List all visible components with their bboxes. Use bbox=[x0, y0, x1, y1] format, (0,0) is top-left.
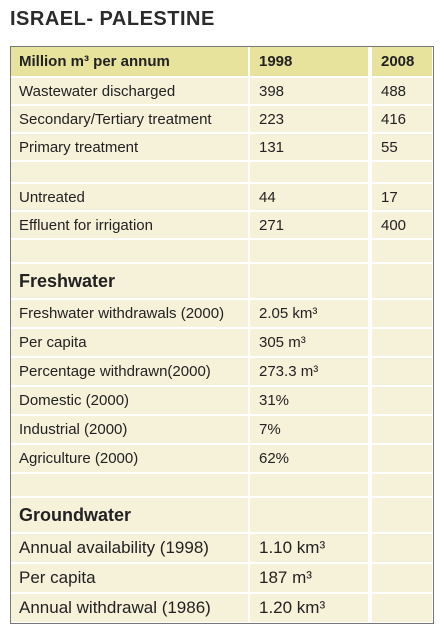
row-value: 223 bbox=[250, 106, 370, 134]
blank-cell bbox=[250, 498, 370, 534]
blank-cell bbox=[370, 474, 434, 498]
blank-cell bbox=[250, 474, 370, 498]
row-value: 62% bbox=[250, 445, 370, 474]
row-value: 488 bbox=[370, 78, 434, 106]
row-value: 400 bbox=[370, 212, 434, 240]
blank-cell bbox=[370, 564, 434, 594]
row-value: 131 bbox=[250, 134, 370, 162]
row-value: 2.05 km³ bbox=[250, 300, 370, 329]
row-label: Secondary/Tertiary treatment bbox=[10, 106, 250, 134]
row-value: 44 bbox=[250, 184, 370, 212]
blank-cell bbox=[10, 474, 250, 498]
row-label: Domestic (2000) bbox=[10, 387, 250, 416]
blank-cell bbox=[10, 240, 250, 264]
blank-cell bbox=[250, 240, 370, 264]
row-value: 416 bbox=[370, 106, 434, 134]
row-label: Annual withdrawal (1986) bbox=[10, 594, 250, 624]
row-label: Effluent for irrigation bbox=[10, 212, 250, 240]
row-label: Per capita bbox=[10, 564, 250, 594]
blank-cell bbox=[370, 594, 434, 624]
header-cell: Million m³ per annum bbox=[10, 47, 250, 78]
row-value: 31% bbox=[250, 387, 370, 416]
blank-cell bbox=[370, 300, 434, 329]
row-label: Freshwater withdrawals (2000) bbox=[10, 300, 250, 329]
section-heading: Freshwater bbox=[10, 264, 250, 300]
row-value: 17 bbox=[370, 184, 434, 212]
row-value: 1.10 km³ bbox=[250, 534, 370, 564]
blank-cell bbox=[370, 162, 434, 184]
blank-cell bbox=[370, 387, 434, 416]
title: ISRAEL- PALESTINE bbox=[10, 8, 215, 30]
row-label: Primary treatment bbox=[10, 134, 250, 162]
row-value: 271 bbox=[250, 212, 370, 240]
header-cell: 1998 bbox=[250, 47, 370, 78]
header-cell: 2008 bbox=[370, 47, 434, 78]
row-label: Untreated bbox=[10, 184, 250, 212]
row-value: 398 bbox=[250, 78, 370, 106]
blank-cell bbox=[370, 534, 434, 564]
row-label: Percentage withdrawn(2000) bbox=[10, 358, 250, 387]
blank-cell bbox=[370, 358, 434, 387]
row-label: Industrial (2000) bbox=[10, 416, 250, 445]
row-label: Agriculture (2000) bbox=[10, 445, 250, 474]
section-heading: Groundwater bbox=[10, 498, 250, 534]
row-value: 273.3 m³ bbox=[250, 358, 370, 387]
row-label: Wastewater discharged bbox=[10, 78, 250, 106]
blank-cell bbox=[370, 498, 434, 534]
blank-cell bbox=[370, 264, 434, 300]
row-value: 7% bbox=[250, 416, 370, 445]
row-value: 55 bbox=[370, 134, 434, 162]
blank-cell bbox=[250, 264, 370, 300]
row-value: 1.20 km³ bbox=[250, 594, 370, 624]
row-value: 187 m³ bbox=[250, 564, 370, 594]
blank-cell bbox=[370, 329, 434, 358]
blank-cell bbox=[370, 416, 434, 445]
row-value: 305 m³ bbox=[250, 329, 370, 358]
blank-cell bbox=[370, 240, 434, 264]
row-label: Per capita bbox=[10, 329, 250, 358]
row-label: Annual availability (1998) bbox=[10, 534, 250, 564]
blank-cell bbox=[10, 162, 250, 184]
blank-cell bbox=[370, 445, 434, 474]
blank-cell bbox=[250, 162, 370, 184]
